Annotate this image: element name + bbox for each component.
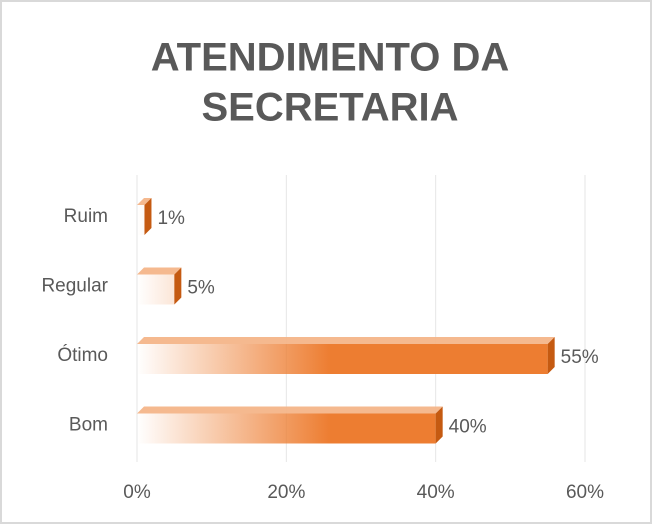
data-label: 1% xyxy=(157,208,185,229)
data-label: 55% xyxy=(561,347,599,368)
bar-side xyxy=(174,267,182,305)
bar-side xyxy=(547,337,555,374)
y-tick-label: Ótimo xyxy=(57,344,108,366)
bar xyxy=(137,198,152,235)
bar-front xyxy=(137,344,548,374)
x-tick-label: 0% xyxy=(123,482,151,503)
data-label: 5% xyxy=(187,278,215,299)
y-tick-label: Bom xyxy=(69,415,108,436)
x-tick-label: 20% xyxy=(267,482,305,503)
bar-top xyxy=(137,198,152,205)
bar-front xyxy=(137,205,145,235)
bar-side xyxy=(144,198,152,235)
x-tick-label: 60% xyxy=(566,482,604,503)
bar-front xyxy=(137,274,175,305)
bar-side xyxy=(435,406,443,444)
bar xyxy=(137,337,555,374)
data-label: 40% xyxy=(449,417,487,438)
bar xyxy=(137,406,443,444)
bar-top xyxy=(137,406,443,414)
x-tick-label: 40% xyxy=(417,482,455,503)
chart-title: ATENDIMENTO DA xyxy=(151,36,510,80)
bar-front xyxy=(137,413,436,444)
bar-top xyxy=(137,267,182,275)
y-tick-label: Ruim xyxy=(64,206,108,227)
y-tick-label: Regular xyxy=(41,276,108,297)
chart-title: SECRETARIA xyxy=(201,86,458,130)
bar xyxy=(137,267,182,305)
bar-top xyxy=(137,337,555,344)
